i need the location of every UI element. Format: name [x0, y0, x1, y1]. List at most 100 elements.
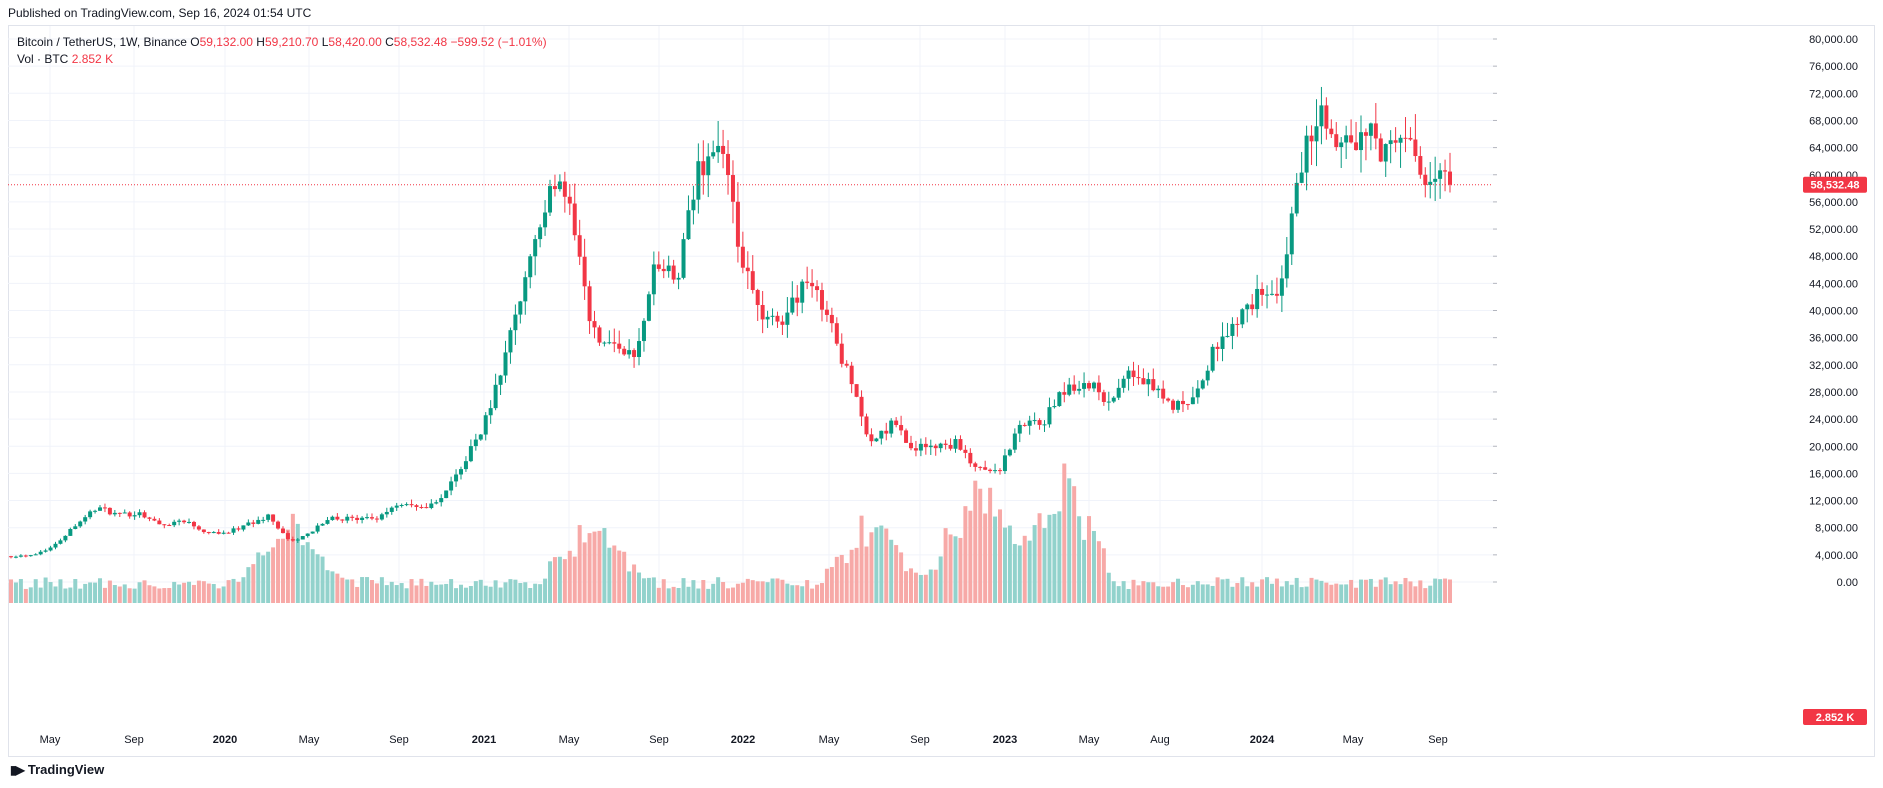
candle-body: [182, 520, 187, 523]
candle-body: [1176, 400, 1181, 410]
volume-bar: [271, 547, 276, 603]
price-tick-label: 80,000.00: [1809, 34, 1858, 46]
candle-body: [122, 512, 127, 514]
candle-body: [162, 524, 167, 526]
candle-body: [1047, 407, 1052, 425]
volume-bar: [1339, 584, 1344, 603]
candle-body: [1324, 105, 1329, 129]
volume-bar: [1087, 516, 1092, 603]
volume-bar: [290, 513, 295, 603]
price-tick-label: 48,000.00: [1809, 251, 1858, 263]
time-tick-label: 2020: [213, 734, 237, 746]
tradingview-brand[interactable]: ▮▶ TradingView: [10, 762, 104, 777]
volume-bar: [973, 480, 978, 603]
volume-bar: [1007, 525, 1012, 603]
volume-bar: [869, 532, 874, 603]
candle-body: [1151, 379, 1156, 391]
candle-body: [760, 305, 765, 320]
candle-body: [963, 449, 968, 453]
candle-body: [191, 521, 196, 527]
candle-body: [315, 525, 320, 532]
volume-bar: [963, 506, 968, 603]
candle-body: [1309, 135, 1314, 142]
volume-bar: [360, 577, 365, 603]
volume-bar: [335, 573, 340, 603]
volume-bar: [439, 584, 444, 603]
candle-body: [1166, 398, 1171, 401]
candle-body: [1289, 213, 1294, 255]
candle-body: [434, 502, 439, 504]
volume-bar: [879, 525, 884, 603]
candle-body: [1146, 379, 1151, 385]
volume-bar: [1017, 545, 1022, 603]
volume-bar: [978, 488, 983, 603]
candle-body: [854, 384, 859, 397]
price-tick-label: 68,000.00: [1809, 115, 1858, 127]
volume-bar: [28, 587, 33, 603]
volume-bar: [1126, 588, 1131, 603]
volume-bar: [112, 585, 117, 603]
candle-body: [1368, 123, 1373, 136]
candle-body: [1091, 382, 1096, 389]
volume-bar: [1299, 587, 1304, 603]
candle-body: [1200, 380, 1205, 389]
candle-body: [1082, 383, 1087, 389]
volume-bar: [226, 580, 231, 603]
candle-body: [627, 350, 632, 355]
candle-body: [187, 521, 192, 523]
volume-bar: [528, 588, 533, 603]
candle-body: [721, 145, 726, 154]
candle-body: [1363, 132, 1368, 136]
high-label: H: [256, 35, 265, 49]
time-tick-label: May: [1079, 734, 1100, 746]
candle-body: [1220, 336, 1225, 349]
candle-body: [444, 490, 449, 499]
volume-bar: [1225, 578, 1230, 603]
candle-body: [335, 516, 340, 520]
volume-bar: [993, 516, 998, 603]
candle-body: [1314, 126, 1319, 142]
candle-body: [869, 434, 874, 442]
volume-bar: [1413, 586, 1418, 603]
candle-body: [928, 445, 933, 448]
candle-body: [330, 516, 335, 521]
volume-bar: [913, 572, 918, 603]
candle-body: [1319, 105, 1324, 127]
candle-body: [666, 265, 671, 272]
candle-body: [152, 518, 157, 521]
candle-body: [1334, 134, 1339, 148]
volume-bar: [518, 583, 523, 603]
candle-body: [1413, 139, 1418, 157]
symbol-legend: Bitcoin / TetherUS, 1W, Binance O59,132.…: [17, 35, 547, 49]
candle-body: [206, 532, 211, 534]
volume-bar: [187, 581, 192, 603]
volume-bar: [251, 564, 256, 603]
volume-bar: [132, 588, 137, 603]
volume-bar: [449, 579, 454, 603]
candle-body: [1017, 424, 1022, 434]
price-tick-label: 40,000.00: [1809, 306, 1858, 318]
volume-bar: [1443, 578, 1448, 603]
volume-bar: [577, 525, 582, 603]
candle-body: [686, 210, 691, 240]
candle-body: [1027, 420, 1032, 426]
volume-bar: [533, 583, 538, 603]
candle-body: [404, 504, 409, 506]
volume-bar: [483, 585, 488, 603]
volume-bar: [765, 582, 770, 603]
candle-body: [765, 316, 770, 320]
volume-bar: [844, 563, 849, 603]
volume-bar: [795, 585, 800, 603]
candle-body: [1185, 404, 1190, 406]
candle-body: [1269, 293, 1274, 295]
volume-bar: [1121, 581, 1126, 603]
candle-body: [908, 442, 913, 449]
price-axis: 80,000.00 76,000.00 72,000.00 68,000.00 64,0…: [1493, 34, 1858, 589]
volume-bar: [735, 583, 740, 603]
candle-body: [1403, 137, 1408, 139]
candle-body: [775, 315, 780, 322]
volume-bar: [1304, 586, 1309, 603]
candle-body: [142, 512, 147, 518]
candle-body: [993, 470, 998, 472]
